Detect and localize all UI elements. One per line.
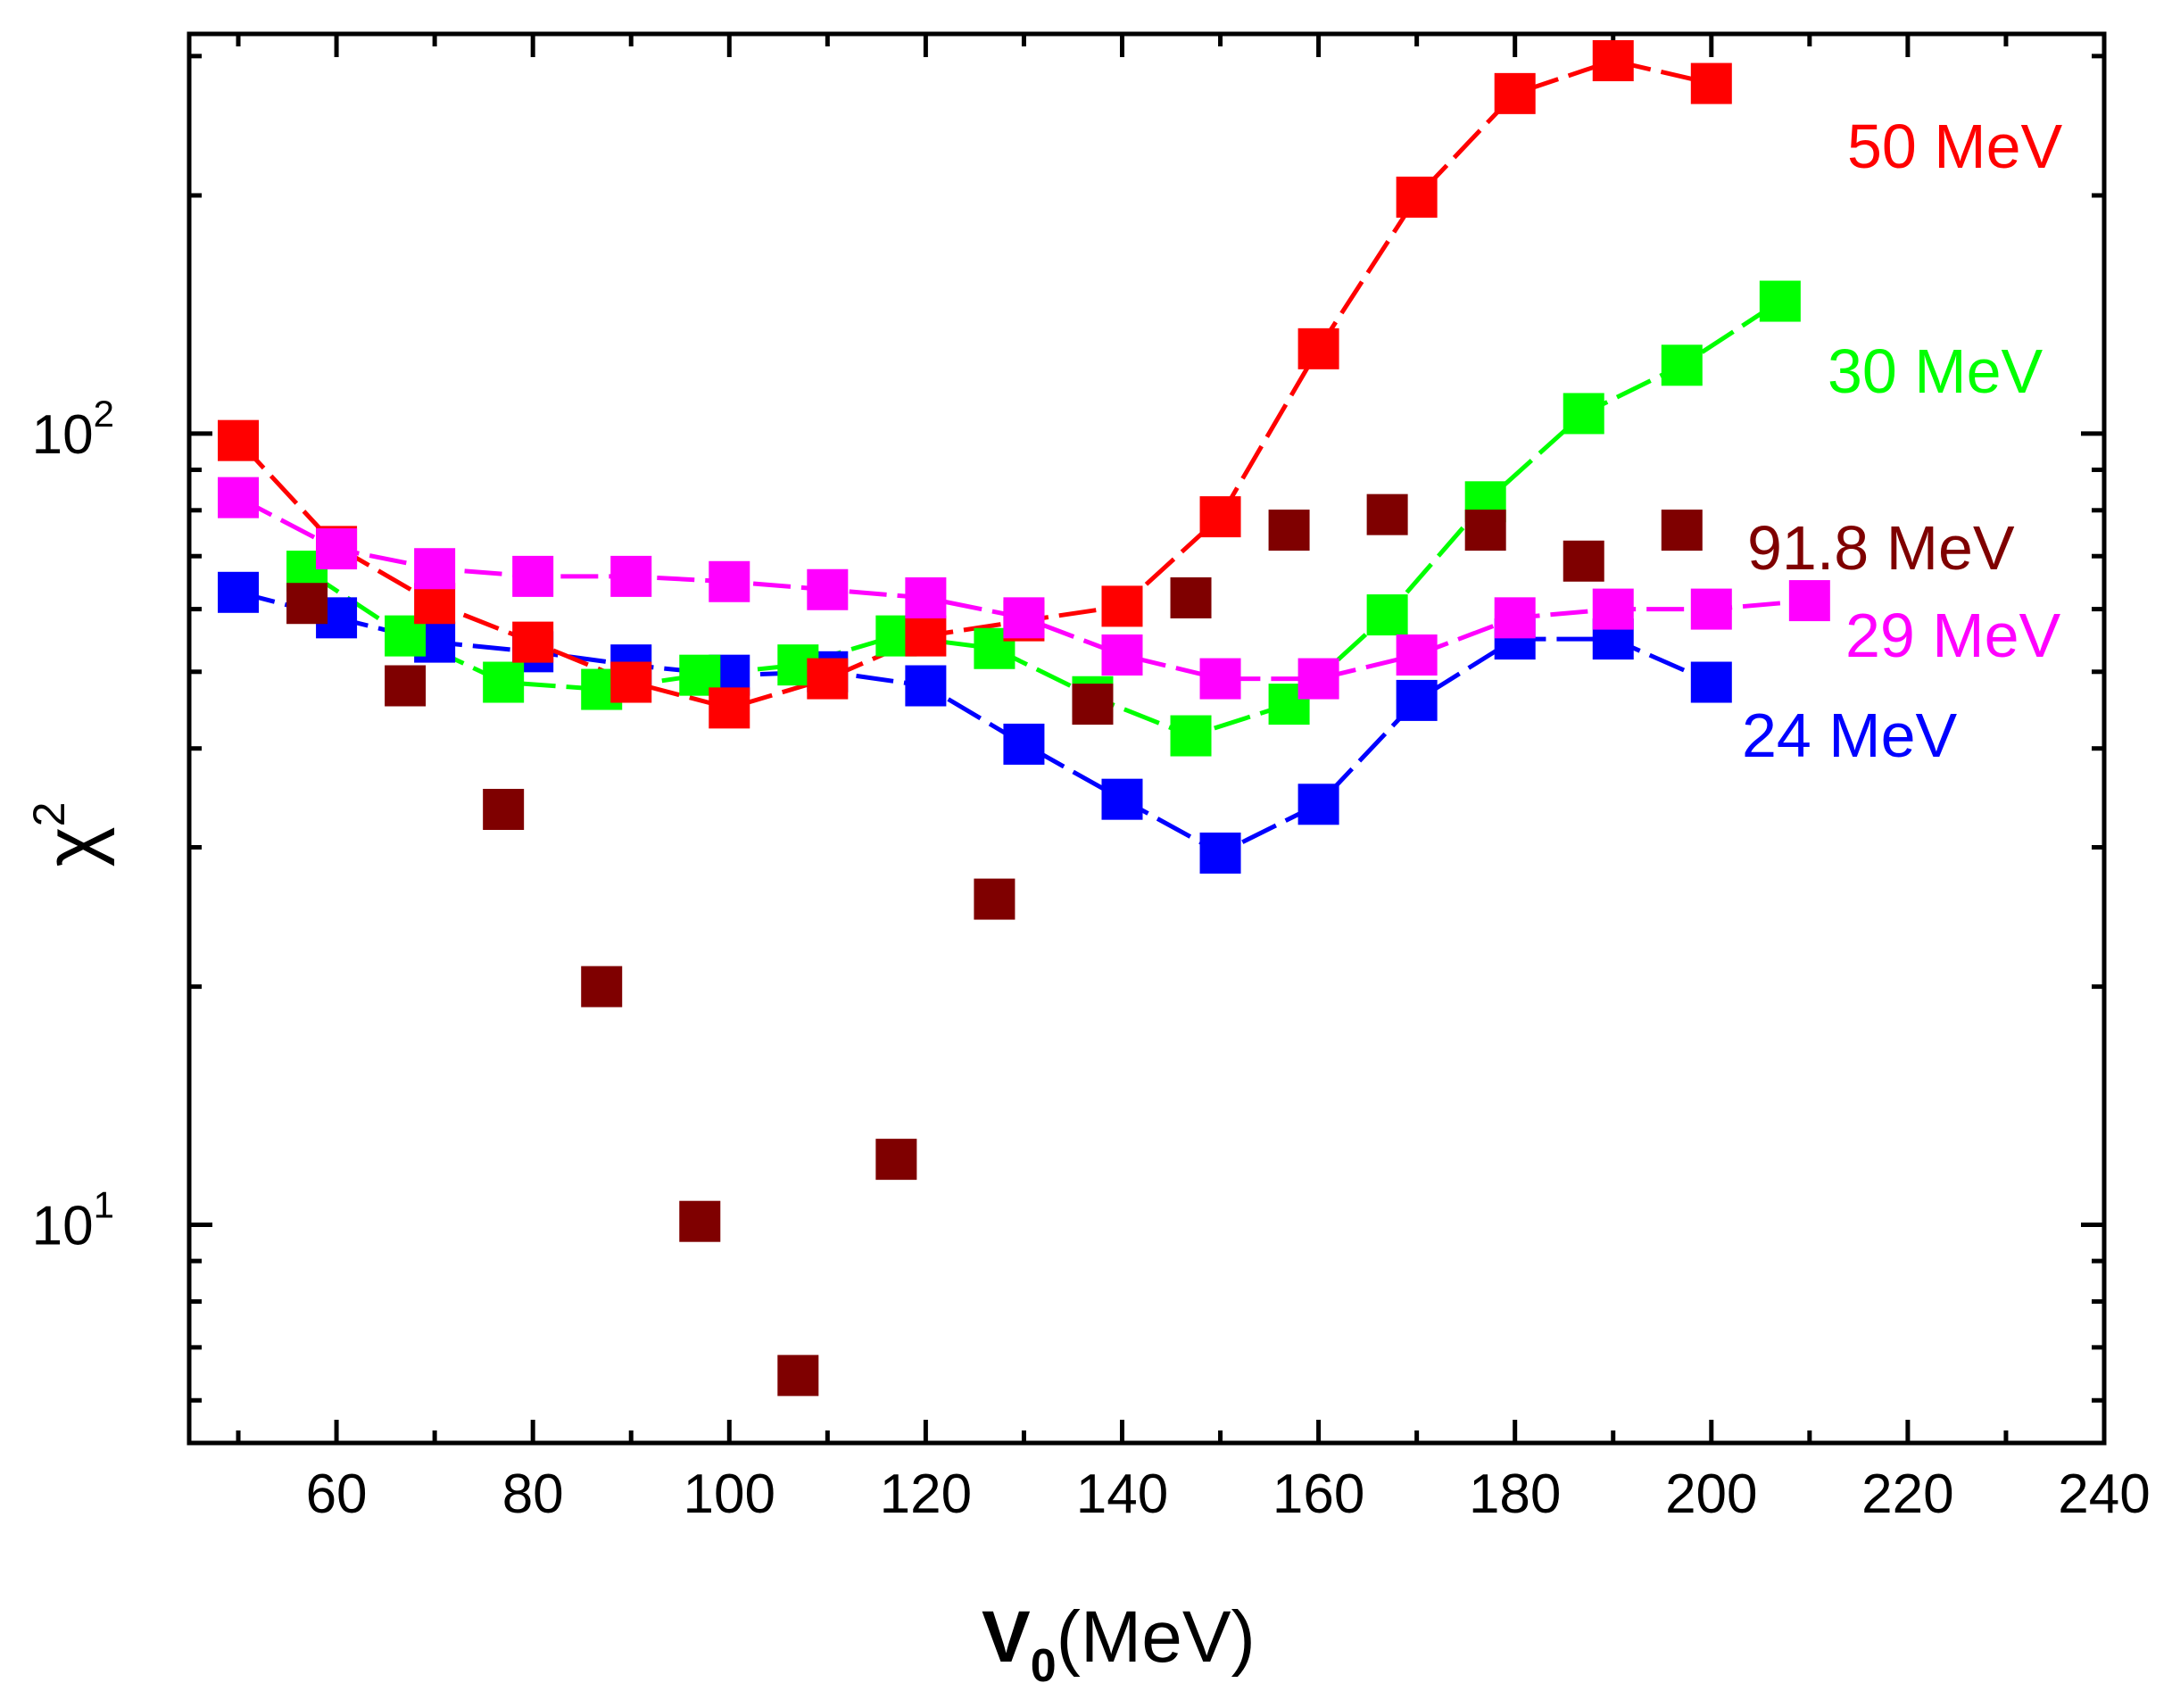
data-point-29-mev (218, 477, 260, 518)
data-point-29-mev (807, 568, 849, 610)
data-point-29-mev (1003, 597, 1045, 639)
x-tick-label: 140 (1076, 1463, 1168, 1525)
data-point-91-8-mev (1366, 493, 1408, 535)
data-point-24-mev (905, 665, 947, 707)
series-label-91-8-mev: 91.8 MeV (1747, 513, 2015, 583)
data-point-24-mev (1396, 679, 1438, 721)
data-point-50-mev (1690, 62, 1732, 104)
data-point-24-mev (1297, 784, 1339, 825)
data-point-30-mev (1170, 715, 1212, 757)
data-point-91-8-mev (581, 966, 623, 1007)
data-point-29-mev (1494, 597, 1536, 639)
x-axis-title: V0(MeV) (982, 1596, 1256, 1692)
data-point-29-mev (1396, 634, 1438, 676)
data-point-29-mev (1592, 588, 1634, 630)
data-point-29-mev (905, 576, 947, 618)
x-tick-label: 100 (684, 1463, 775, 1525)
series-line-24-mev (237, 590, 1712, 856)
data-point-30-mev (1366, 594, 1408, 636)
data-point-29-mev (1297, 658, 1339, 700)
data-point-30-mev (1759, 280, 1801, 322)
data-point-91-8-mev (679, 1200, 721, 1242)
tick-labels: 60 80 100 120 140 160 180 200 220 240 102 101 (32, 393, 2151, 1525)
series-line-30-mev (305, 299, 1782, 739)
data-point-50-mev (218, 419, 260, 461)
data-point-29-mev (414, 548, 456, 590)
data-point-24-mev (1199, 832, 1241, 874)
data-point-50-mev (1297, 328, 1339, 369)
x-axis-title-main: V (982, 1596, 1031, 1678)
data-point-91-8-mev (1268, 510, 1310, 551)
series-label-29-mev: 29 MeV (1845, 601, 2061, 670)
y-tick-label: 101 (32, 1184, 114, 1257)
data-point-91-8-mev (385, 665, 427, 707)
y-tick-label: 102 (32, 393, 114, 466)
series-label-30-mev: 30 MeV (1828, 336, 2044, 406)
svg-text:χ2: χ2 (24, 802, 115, 867)
data-point-50-mev (610, 661, 652, 703)
data-point-91-8-mev (777, 1355, 819, 1397)
data-points (218, 40, 1830, 1397)
x-tick-label: 120 (880, 1463, 972, 1525)
data-point-91-8-mev (1464, 510, 1506, 551)
x-tick-label: 80 (502, 1463, 564, 1525)
data-point-30-mev (1563, 393, 1604, 435)
series-label-50-mev: 50 MeV (1847, 112, 2063, 181)
data-point-50-mev (512, 621, 554, 663)
data-point-29-mev (1690, 588, 1732, 630)
x-axis-title-unit: (MeV) (1057, 1596, 1256, 1678)
x-tick-label: 60 (306, 1463, 368, 1525)
data-point-24-mev (218, 571, 260, 613)
data-point-50-mev (1199, 496, 1241, 538)
x-tick-label: 160 (1273, 1463, 1364, 1525)
data-point-50-mev (807, 658, 849, 700)
data-point-91-8-mev (1170, 576, 1212, 618)
data-point-29-mev (1788, 580, 1830, 622)
data-point-91-8-mev (286, 583, 328, 625)
data-point-29-mev (709, 560, 750, 602)
data-point-50-mev (1101, 585, 1143, 627)
data-point-30-mev (483, 661, 525, 703)
data-point-50-mev (905, 615, 947, 657)
data-point-50-mev (709, 687, 750, 729)
data-point-50-mev (1592, 40, 1634, 82)
data-point-24-mev (1101, 778, 1143, 820)
data-point-29-mev (1101, 634, 1143, 676)
x-tick-label: 180 (1469, 1463, 1561, 1525)
data-point-29-mev (610, 555, 652, 597)
data-point-29-mev (512, 555, 554, 597)
data-point-91-8-mev (1563, 540, 1604, 582)
series-label-24-mev: 24 MeV (1742, 701, 1958, 770)
data-point-91-8-mev (483, 789, 525, 831)
data-point-50-mev (414, 583, 456, 625)
data-point-24-mev (1003, 723, 1045, 765)
x-tick-label: 200 (1665, 1463, 1757, 1525)
series-labels: 50 MeV 30 MeV 91.8 MeV 29 MeV 24 MeV (1742, 112, 2063, 770)
y-axis-title: χ2 (24, 802, 115, 867)
plot-frame (187, 31, 2107, 1446)
x-tick-label: 220 (1861, 1463, 1953, 1525)
data-point-29-mev (316, 528, 358, 570)
data-point-50-mev (1494, 72, 1536, 114)
x-axis-title-sub: 0 (1031, 1640, 1057, 1692)
data-point-50-mev (1396, 176, 1438, 218)
data-point-29-mev (1199, 658, 1241, 700)
data-point-30-mev (1661, 344, 1703, 386)
data-point-91-8-mev (974, 878, 1016, 920)
data-point-91-8-mev (1661, 510, 1703, 551)
y-axis-title-sup: 2 (24, 802, 74, 827)
x-tick-label: 240 (2058, 1463, 2150, 1525)
data-point-91-8-mev (875, 1139, 917, 1181)
y-axis-title-main: χ (29, 826, 115, 866)
data-point-91-8-mev (1072, 684, 1114, 725)
data-point-24-mev (1690, 661, 1732, 703)
